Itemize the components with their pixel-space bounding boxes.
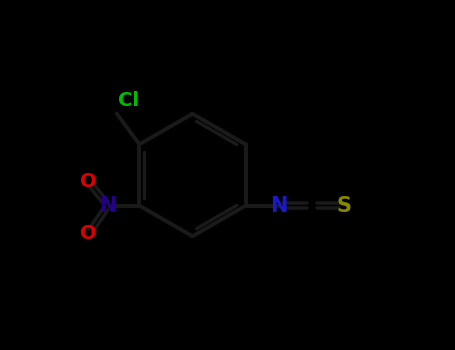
Text: S: S xyxy=(336,196,351,216)
Text: N: N xyxy=(99,196,116,216)
Text: O: O xyxy=(81,172,97,191)
Text: O: O xyxy=(81,224,97,243)
Text: N: N xyxy=(270,196,288,216)
Text: Cl: Cl xyxy=(118,91,139,110)
